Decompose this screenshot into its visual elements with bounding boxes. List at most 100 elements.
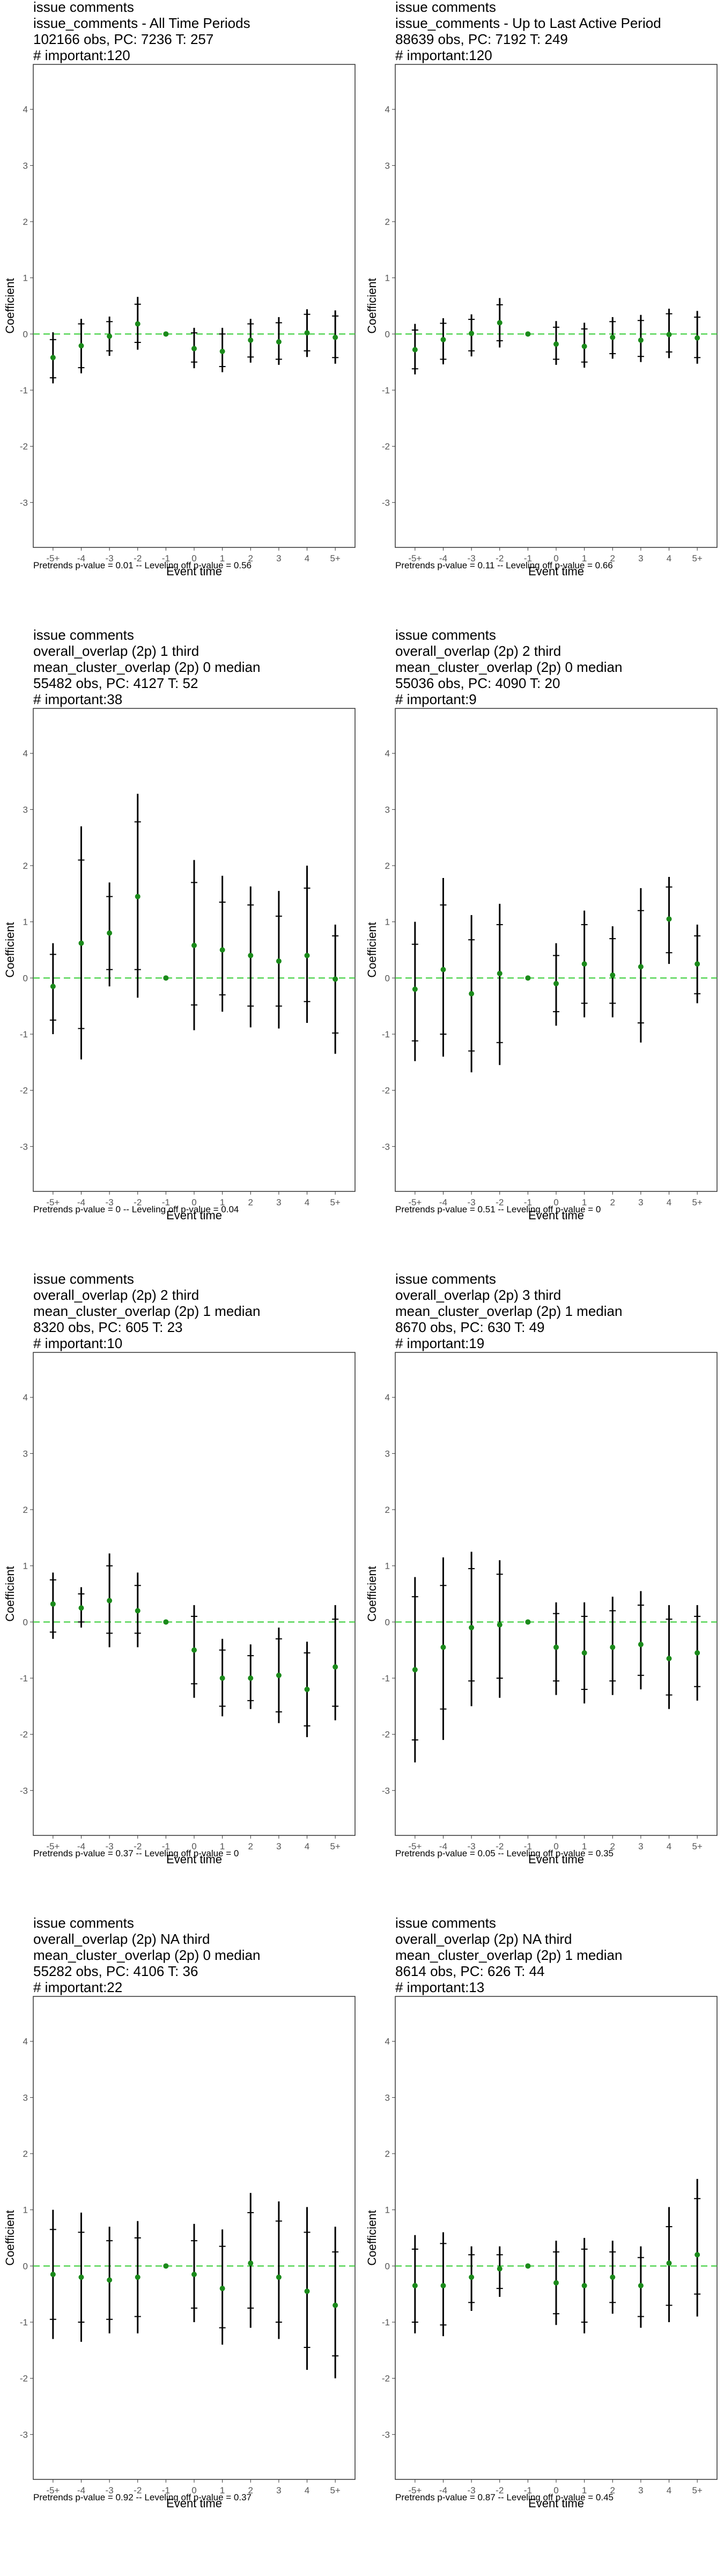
- chart-title-line: issue comments: [33, 627, 134, 643]
- x-tick-label: 3: [638, 1841, 643, 1851]
- y-tick-label: 4: [23, 749, 28, 759]
- data-point: [135, 1608, 141, 1614]
- data-point: [135, 2274, 141, 2280]
- x-tick-label: -3: [468, 2485, 476, 2496]
- chart-title-line: issue comments: [33, 0, 134, 15]
- y-tick-label: 0: [385, 1617, 390, 1627]
- y-tick-label: 4: [23, 1393, 28, 1403]
- data-point: [638, 2282, 644, 2288]
- data-point: [78, 2274, 84, 2280]
- x-tick-label: 1: [582, 553, 587, 564]
- y-tick-label: -1: [382, 2317, 390, 2328]
- x-tick-label: -3: [106, 1197, 114, 1208]
- x-tick-label: 4: [667, 1841, 671, 1851]
- data-point: [469, 1624, 475, 1630]
- chart-title-line: 88639 obs, PC: 7192 T: 249: [395, 31, 568, 47]
- data-point: [333, 2302, 338, 2308]
- data-point: [638, 337, 644, 343]
- plot-frame: [33, 64, 356, 548]
- y-tick-label: -1: [20, 385, 28, 396]
- data-point: [333, 334, 338, 340]
- footnote-pvalues: Pretrends p-value = 0 -- Leveling off p-…: [33, 1204, 239, 1214]
- x-tick-label: 5+: [692, 1197, 702, 1208]
- x-tick-label: 3: [276, 553, 281, 564]
- x-tick-label: 5+: [330, 1197, 340, 1208]
- data-point: [497, 320, 503, 326]
- x-axis-title: Event time: [528, 2497, 584, 2510]
- data-point: [78, 1605, 84, 1611]
- y-axis-title: Coefficient: [3, 2210, 17, 2266]
- data-point: [638, 1642, 644, 1648]
- x-tick-label: 1: [582, 2485, 587, 2496]
- y-tick-label: -3: [20, 1141, 28, 1152]
- data-point: [191, 2272, 197, 2278]
- y-tick-label: 2: [385, 861, 390, 871]
- y-tick-label: 4: [385, 749, 390, 759]
- x-tick-label: 4: [667, 1197, 671, 1208]
- data-point: [163, 975, 169, 981]
- chart-title-line: overall_overlap (2p) NA third: [395, 1931, 572, 1947]
- data-point: [469, 331, 475, 336]
- data-point: [610, 334, 616, 340]
- y-tick-label: 3: [23, 2092, 28, 2103]
- y-tick-label: 1: [23, 273, 28, 283]
- chart-title-line: 8670 obs, PC: 630 T: 49: [395, 1319, 545, 1335]
- data-point: [581, 2282, 587, 2288]
- data-point: [219, 348, 225, 354]
- data-point: [638, 964, 644, 970]
- chart-title-line: 55482 obs, PC: 4127 T: 52: [33, 675, 198, 691]
- chart-panel: issue comments overall_overlap (2p) 2 thi…: [362, 627, 724, 1288]
- footnote-pvalues: Pretrends p-value = 0.37 -- Leveling off…: [33, 1848, 239, 1858]
- x-tick-label: 1: [220, 553, 225, 564]
- chart-title: issue comments overall_overlap (2p) 2 thi…: [33, 1271, 260, 1351]
- data-point: [219, 947, 225, 953]
- y-tick-label: -2: [20, 442, 28, 452]
- chart-panel: issue comments issue_comments - All Time …: [0, 0, 362, 644]
- data-point: [497, 1622, 503, 1628]
- y-tick-label: 1: [385, 1561, 390, 1571]
- x-tick-label: 4: [305, 553, 309, 564]
- x-tick-label: -5+: [46, 1197, 60, 1208]
- data-point: [666, 1656, 672, 1662]
- footnote-pvalues: Pretrends p-value = 0.92 -- Leveling off…: [33, 2492, 252, 2502]
- x-tick-label: -4: [439, 553, 447, 564]
- chart-plot: -3 -2 -1 0 1 2 3 4 -5+ -4 -3 -2 -1 0 1 2 3 4 5+ Event time C…: [365, 1352, 718, 1866]
- data-point: [219, 1675, 225, 1681]
- x-tick-label: 5+: [330, 553, 340, 564]
- chart-title: issue comments overall_overlap (2p) 3 thi…: [395, 1271, 622, 1351]
- data-point: [163, 331, 169, 337]
- chart-title-line: # important:13: [395, 1979, 485, 1995]
- data-point: [135, 894, 141, 899]
- data-point: [553, 2280, 559, 2286]
- chart-title-line: # important:9: [395, 691, 477, 707]
- chart-plot: -3 -2 -1 0 1 2 3 4 -5+ -4 -3 -2 -1 0 1 2 3 4 5+ Event time C…: [365, 708, 718, 1222]
- chart-plot: -3 -2 -1 0 1 2 3 4 -5+ -4 -3 -2 -1 0 1 2 3 4 5+ Event time C…: [3, 64, 356, 578]
- y-tick-label: 0: [385, 2261, 390, 2271]
- data-point: [107, 1598, 113, 1604]
- y-tick-label: 1: [23, 2205, 28, 2215]
- x-tick-label: -3: [106, 2485, 114, 2496]
- x-axis-title: Event time: [166, 2497, 222, 2510]
- data-point: [695, 1650, 700, 1656]
- x-tick-label: 0: [553, 1197, 558, 1208]
- data-point: [610, 972, 616, 978]
- y-tick-label: 3: [385, 2092, 390, 2103]
- x-tick-label: -4: [77, 1197, 85, 1208]
- data-point: [440, 1644, 446, 1650]
- x-tick-label: -3: [468, 1841, 476, 1851]
- y-tick-label: 2: [23, 1505, 28, 1515]
- chart-title-line: overall_overlap (2p) 2 third: [395, 643, 562, 659]
- x-axis-title: Event time: [528, 1209, 584, 1222]
- data-point: [191, 346, 197, 352]
- x-tick-label: -4: [439, 1841, 447, 1851]
- x-tick-label: -5+: [408, 553, 422, 564]
- data-point: [695, 335, 700, 341]
- data-point: [525, 331, 531, 337]
- plot-frame: [395, 64, 718, 548]
- x-tick-label: 0: [191, 553, 196, 564]
- x-tick-label: 1: [582, 1197, 587, 1208]
- data-point: [581, 343, 587, 349]
- data-point: [50, 2272, 56, 2278]
- x-tick-label: 4: [305, 1841, 309, 1851]
- x-tick-label: 0: [553, 553, 558, 564]
